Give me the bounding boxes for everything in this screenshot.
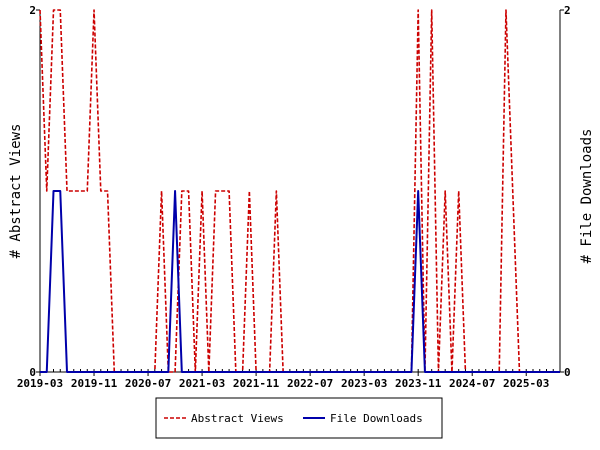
x-tick-label: 2021-03 <box>179 377 225 390</box>
legend-box <box>155 397 443 439</box>
y-right-tick-label-bottom: 0 <box>564 366 571 379</box>
x-tick-label: 2019-03 <box>17 377 63 390</box>
y-left-tick-label-top: 2 <box>29 4 36 17</box>
x-tick-label: 2019-11 <box>71 377 118 390</box>
y-left-axis-label: # Abstract Views <box>8 124 24 259</box>
series-line-abstract-views <box>39 9 560 373</box>
series-line-file-downloads <box>40 190 560 373</box>
legend-label-file-downloads: File Downloads <box>330 412 423 425</box>
plot-frame <box>39 10 561 373</box>
x-tick-label: 2021-11 <box>233 377 280 390</box>
x-tick-label: 2020-07 <box>125 377 171 390</box>
legend: Abstract Views File Downloads <box>155 397 443 439</box>
y-right-tick-label-top: 2 <box>564 4 571 17</box>
x-axis-tick-labels: 2019-03 2019-11 2020-07 2021-03 2021-11 2022-… <box>17 377 550 390</box>
x-tick-label: 2022-07 <box>287 377 333 390</box>
y-right-axis-label: # File Downloads <box>579 129 595 264</box>
x-tick-label: 2023-11 <box>395 377 442 390</box>
x-tick-label: 2025-03 <box>503 377 549 390</box>
y-axis-ticks <box>36 9 564 373</box>
x-tick-label: 2023-03 <box>341 377 387 390</box>
y-left-tick-label-bottom: 0 <box>29 366 36 379</box>
legend-label-abstract-views: Abstract Views <box>191 412 284 425</box>
x-tick-label: 2024-07 <box>449 377 495 390</box>
series-lines <box>39 9 560 373</box>
